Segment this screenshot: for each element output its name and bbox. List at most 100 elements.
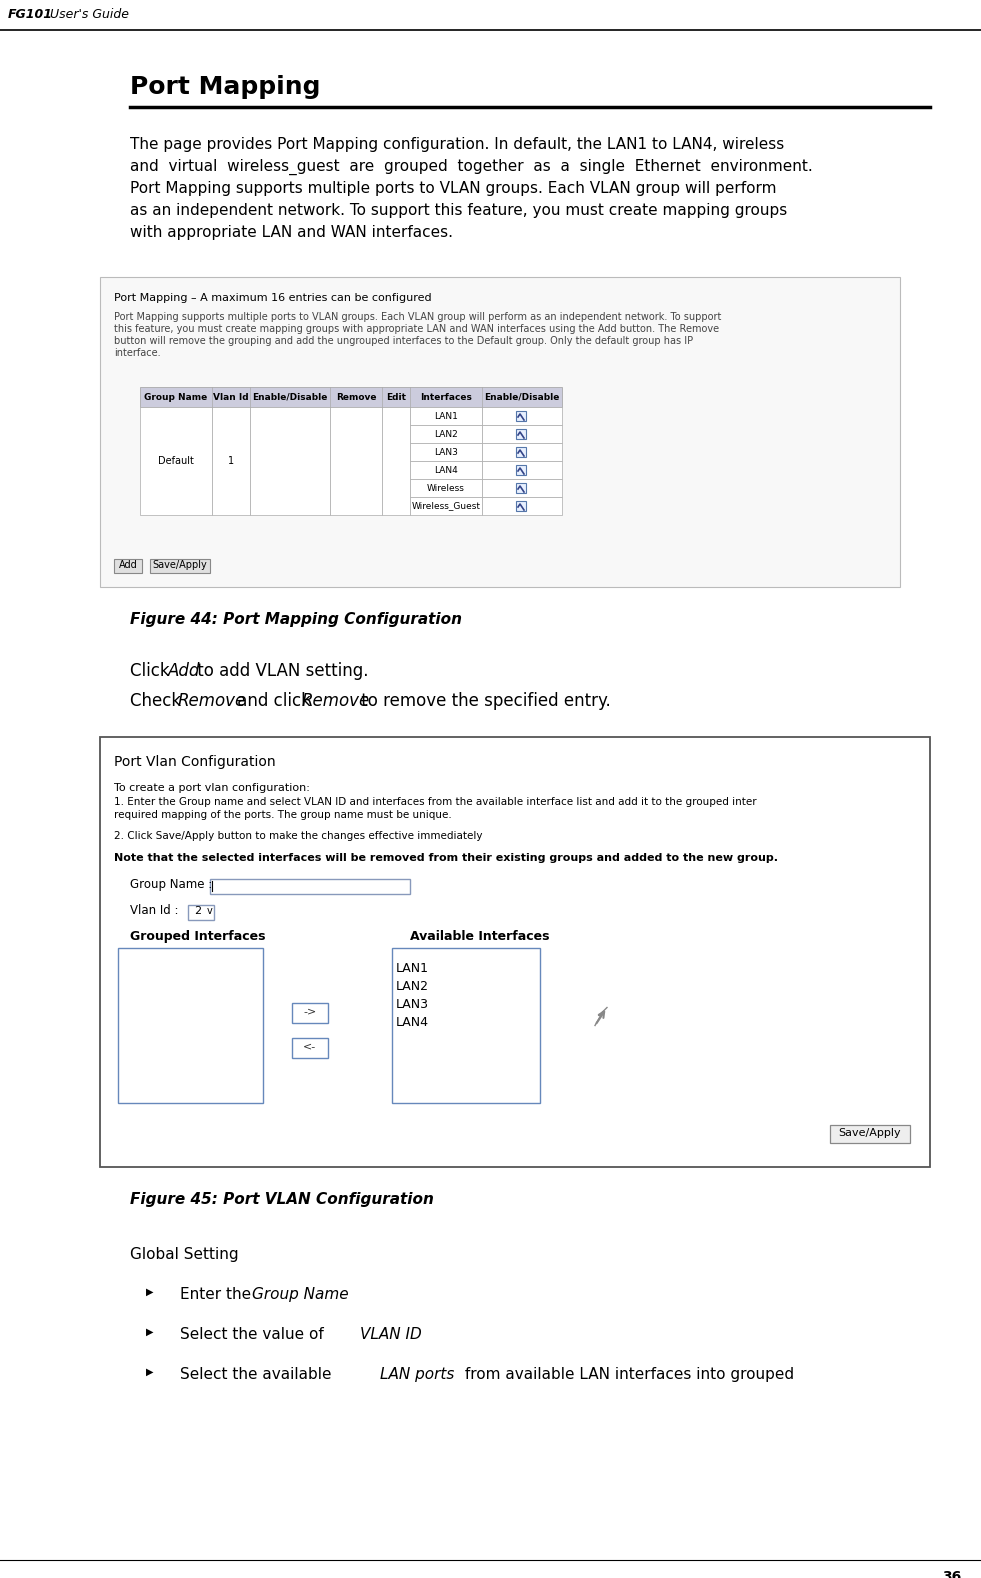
Text: LAN4: LAN4 xyxy=(396,1016,429,1029)
Text: Edit: Edit xyxy=(386,393,406,401)
Text: Save/Apply: Save/Apply xyxy=(839,1128,902,1138)
Text: Enable/Disable: Enable/Disable xyxy=(252,393,328,401)
Bar xyxy=(140,407,212,514)
Bar xyxy=(410,497,482,514)
Text: Global Setting: Global Setting xyxy=(130,1247,238,1262)
Text: required mapping of the ports. The group name must be unique.: required mapping of the ports. The group… xyxy=(114,810,451,821)
Text: Note that the selected interfaces will be removed from their existing groups and: Note that the selected interfaces will b… xyxy=(114,854,778,863)
Text: Default: Default xyxy=(158,456,194,466)
Bar xyxy=(410,461,482,480)
Text: LAN1: LAN1 xyxy=(396,963,429,975)
Bar xyxy=(118,948,263,1103)
Text: 1: 1 xyxy=(228,456,234,466)
Text: Remove: Remove xyxy=(178,693,246,710)
Text: to add VLAN setting.: to add VLAN setting. xyxy=(192,663,369,680)
Bar xyxy=(482,480,562,497)
Bar xyxy=(392,948,540,1103)
Text: from available LAN interfaces into grouped: from available LAN interfaces into group… xyxy=(460,1367,795,1382)
Text: Remove: Remove xyxy=(302,693,370,710)
Text: LAN ports: LAN ports xyxy=(380,1367,454,1382)
Bar xyxy=(482,443,562,461)
Bar xyxy=(482,497,562,514)
Text: Available Interfaces: Available Interfaces xyxy=(410,929,549,944)
Text: Port Vlan Configuration: Port Vlan Configuration xyxy=(114,754,276,768)
Text: and click: and click xyxy=(232,693,316,710)
Text: interface.: interface. xyxy=(114,349,161,358)
Text: ▶: ▶ xyxy=(146,1367,153,1378)
Bar xyxy=(410,424,482,443)
Bar xyxy=(382,407,410,514)
Bar xyxy=(292,1037,328,1057)
Bar xyxy=(330,407,382,514)
Text: this feature, you must create mapping groups with appropriate LAN and WAN interf: this feature, you must create mapping gr… xyxy=(114,323,719,335)
Bar xyxy=(516,410,526,421)
Bar xyxy=(250,407,330,514)
Bar xyxy=(516,483,526,492)
Bar xyxy=(100,278,900,587)
Text: ->: -> xyxy=(303,1007,317,1016)
Bar xyxy=(516,500,526,511)
Bar xyxy=(150,559,210,573)
Bar xyxy=(114,559,142,573)
Text: v: v xyxy=(207,906,213,915)
Text: LAN3: LAN3 xyxy=(396,997,429,1011)
Text: Add: Add xyxy=(119,560,137,570)
Text: Enable/Disable: Enable/Disable xyxy=(485,393,560,401)
Text: 2. Click Save/Apply button to make the changes effective immediately: 2. Click Save/Apply button to make the c… xyxy=(114,832,483,841)
Bar xyxy=(100,737,930,1168)
Bar xyxy=(516,447,526,458)
Text: Figure 44: Port Mapping Configuration: Figure 44: Port Mapping Configuration xyxy=(130,612,462,626)
Text: Click: Click xyxy=(130,663,175,680)
Text: Save/Apply: Save/Apply xyxy=(153,560,207,570)
Text: Grouped Interfaces: Grouped Interfaces xyxy=(130,929,266,944)
Text: as an independent network. To support this feature, you must create mapping grou: as an independent network. To support th… xyxy=(130,204,787,218)
Bar xyxy=(516,429,526,439)
Text: Enter the: Enter the xyxy=(180,1288,256,1302)
Text: 36: 36 xyxy=(942,1570,961,1578)
Bar xyxy=(482,424,562,443)
Text: Vlan Id: Vlan Id xyxy=(213,393,249,401)
Text: Vlan Id :: Vlan Id : xyxy=(130,904,182,917)
Text: The page provides Port Mapping configuration. In default, the LAN1 to LAN4, wire: The page provides Port Mapping configura… xyxy=(130,137,784,151)
Text: Select the value of: Select the value of xyxy=(180,1327,329,1341)
Text: Select the available: Select the available xyxy=(180,1367,336,1382)
Text: Group Name: Group Name xyxy=(144,393,208,401)
Text: Port Mapping – A maximum 16 entries can be configured: Port Mapping – A maximum 16 entries can … xyxy=(114,294,432,303)
Text: to remove the specified entry.: to remove the specified entry. xyxy=(356,693,611,710)
Bar xyxy=(516,466,526,475)
Text: ▶: ▶ xyxy=(146,1288,153,1297)
Text: <-: <- xyxy=(303,1041,317,1051)
Text: FG101: FG101 xyxy=(8,8,53,21)
Text: Port Mapping supports multiple ports to VLAN groups. Each VLAN group will perfor: Port Mapping supports multiple ports to … xyxy=(114,312,721,322)
Bar xyxy=(410,443,482,461)
Bar xyxy=(482,407,562,424)
Bar xyxy=(210,879,410,895)
Text: Interfaces: Interfaces xyxy=(420,393,472,401)
Bar xyxy=(410,480,482,497)
Text: Remove: Remove xyxy=(336,393,377,401)
Text: Group Name :: Group Name : xyxy=(130,877,212,892)
Text: Add: Add xyxy=(168,663,200,680)
Text: 1. Enter the Group name and select VLAN ID and interfaces from the available int: 1. Enter the Group name and select VLAN … xyxy=(114,797,756,806)
Text: LAN3: LAN3 xyxy=(434,448,458,456)
Text: ▶: ▶ xyxy=(146,1327,153,1337)
Text: LAN2: LAN2 xyxy=(435,429,458,439)
Bar xyxy=(292,1002,328,1023)
Text: LAN2: LAN2 xyxy=(396,980,429,993)
Text: with appropriate LAN and WAN interfaces.: with appropriate LAN and WAN interfaces. xyxy=(130,226,453,240)
Bar xyxy=(482,461,562,480)
Text: User's Guide: User's Guide xyxy=(46,8,129,21)
Bar xyxy=(188,906,214,920)
Bar xyxy=(830,1125,910,1142)
Text: Port Mapping: Port Mapping xyxy=(130,76,321,99)
Text: Check: Check xyxy=(130,693,186,710)
Text: To create a port vlan configuration:: To create a port vlan configuration: xyxy=(114,783,310,794)
Text: Port Mapping supports multiple ports to VLAN groups. Each VLAN group will perfor: Port Mapping supports multiple ports to … xyxy=(130,181,777,196)
Bar xyxy=(410,407,482,424)
Text: 2: 2 xyxy=(194,906,201,915)
Text: and  virtual  wireless_guest  are  grouped  together  as  a  single  Ethernet  e: and virtual wireless_guest are grouped t… xyxy=(130,159,812,175)
Text: VLAN ID: VLAN ID xyxy=(360,1327,422,1341)
Bar xyxy=(140,387,562,407)
Text: LAN1: LAN1 xyxy=(434,412,458,420)
Bar xyxy=(212,407,250,514)
